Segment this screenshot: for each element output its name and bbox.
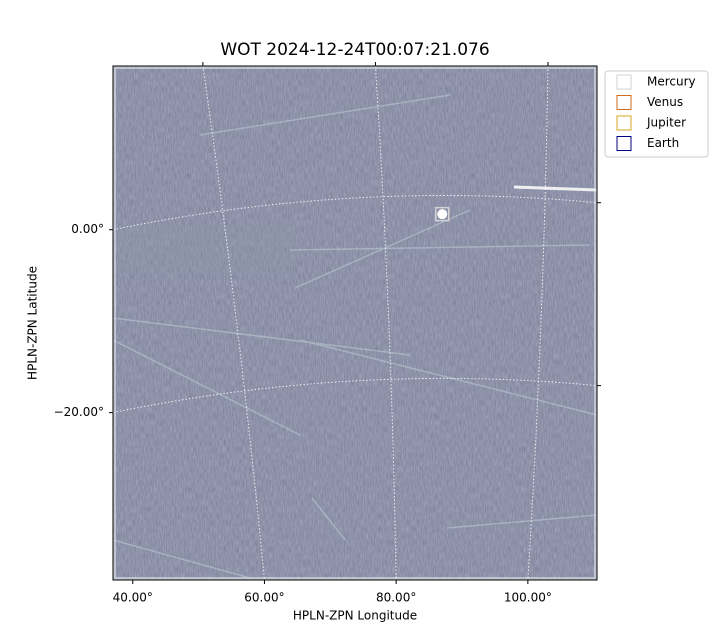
- x-tick-label: 60.00°: [244, 591, 284, 605]
- planet-marker: [435, 206, 450, 222]
- legend-label: Venus: [647, 95, 683, 109]
- legend: Mercury Venus Jupiter Earth: [604, 70, 709, 158]
- legend-frame: [604, 70, 709, 158]
- legend-swatch: [616, 136, 632, 151]
- x-tick-label: 80.00°: [376, 591, 416, 605]
- grid-line: [112, 377, 598, 414]
- grid-line: [112, 194, 598, 231]
- grid-line: [527, 65, 549, 581]
- axes-frame: [112, 65, 598, 581]
- y-axis-label: HPLN-ZPN Latitude: [26, 266, 40, 380]
- y-tick-label: −20.00°: [54, 405, 104, 419]
- x-axis-label: HPLN-ZPN Longitude: [293, 609, 417, 623]
- grid: [112, 65, 598, 581]
- grid-line: [374, 65, 397, 581]
- legend-label: Mercury: [647, 75, 696, 89]
- markers: [435, 206, 450, 222]
- grid-line: [202, 65, 265, 581]
- x-tick-label: 100.00°: [504, 591, 552, 605]
- legend-label: Earth: [647, 136, 679, 150]
- planet-glow: [437, 209, 448, 220]
- legend-label: Jupiter: [646, 116, 686, 130]
- legend-swatch: [616, 74, 632, 90]
- image: [113, 66, 597, 580]
- x-tick-label: 40.00°: [113, 591, 153, 605]
- legend-swatch: [616, 95, 632, 110]
- legend-swatch: [616, 115, 632, 131]
- y-tick-label: 0.00°: [71, 222, 104, 236]
- chart-title: WOT 2024-12-24T00:07:21.076: [220, 40, 489, 60]
